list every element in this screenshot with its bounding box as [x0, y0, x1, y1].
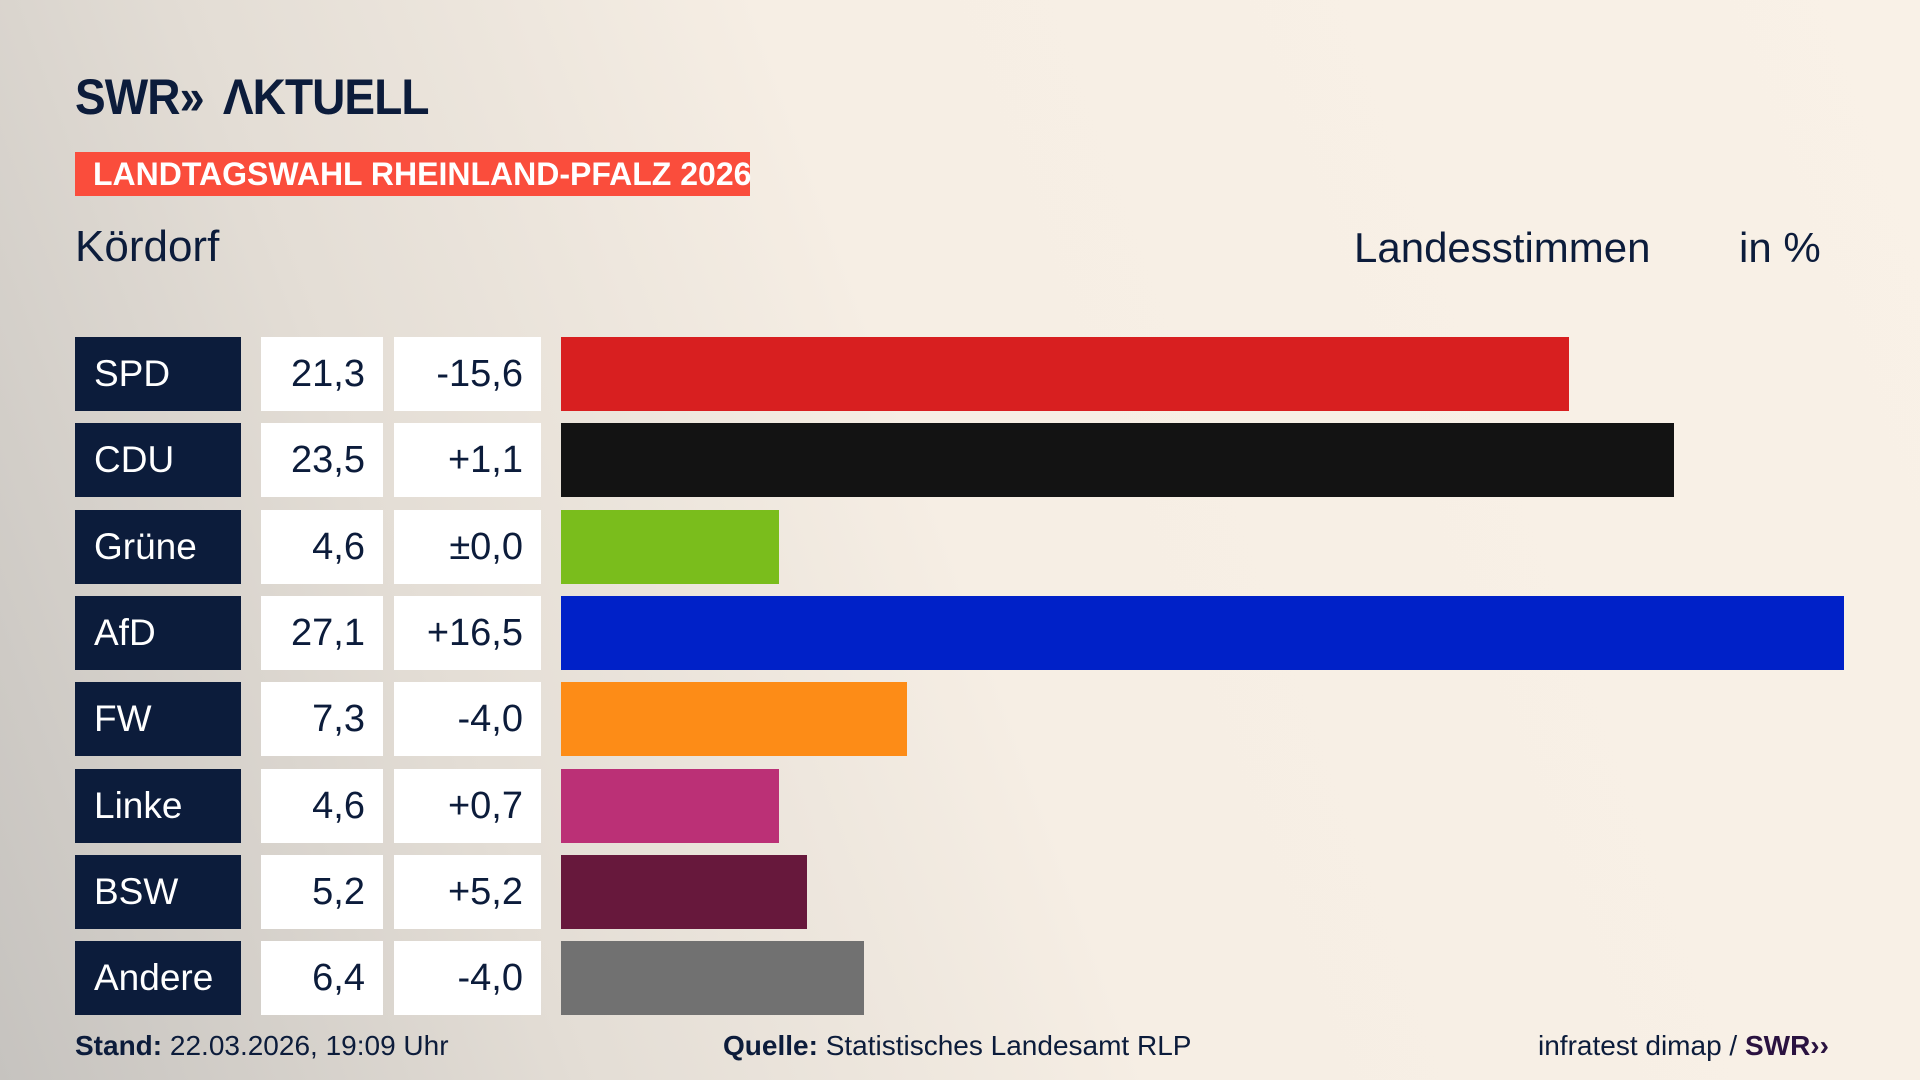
party-label: CDU	[75, 423, 241, 498]
bar-afd	[561, 595, 1844, 670]
party-label: AfD	[75, 595, 241, 670]
value-label: 23,5	[261, 423, 383, 498]
party-label: FW	[75, 682, 241, 757]
unit-label: in %	[1739, 224, 1821, 271]
result-row: FW 7,3 -4,0	[0, 682, 1920, 757]
stand-value: 22.03.2026, 19:09 Uhr	[169, 1030, 449, 1061]
value-label: 4,6	[261, 509, 383, 584]
diff-label: -4,0	[394, 682, 541, 757]
swr-aktuell-logo: SWR›› ΛKTUELL	[75, 69, 429, 125]
diff-label: +1,1	[394, 423, 541, 498]
place-title: Kördorf	[75, 222, 220, 271]
bar-grüne	[561, 509, 779, 584]
result-row: Andere 6,4 -4,0	[0, 941, 1920, 1016]
party-label: Andere	[75, 941, 241, 1016]
election-banner: LANDTAGSWAHL RHEINLAND-PFALZ 2026	[75, 152, 751, 196]
result-row: SPD 21,3 -15,6	[0, 337, 1920, 411]
party-label: Grüne	[75, 509, 241, 584]
bar-fw	[561, 682, 907, 757]
source-value: Statistisches Landesamt RLP	[825, 1030, 1192, 1061]
timestamp: Stand: 22.03.2026, 19:09 Uhr	[75, 1030, 449, 1062]
diff-label: -4,0	[394, 941, 541, 1016]
value-label: 7,3	[261, 682, 383, 757]
credit: infratest dimap / SWR››	[1538, 1030, 1829, 1062]
value-label: 27,1	[261, 595, 383, 670]
swr-logo: SWR››	[1744, 1030, 1829, 1061]
value-label: 4,6	[261, 768, 383, 843]
diff-label: +0,7	[394, 768, 541, 843]
credit-text: infratest dimap /	[1538, 1030, 1738, 1061]
stand-label: Stand:	[75, 1030, 163, 1061]
result-row: AfD 27,1 +16,5	[0, 595, 1920, 670]
value-label: 6,4	[261, 941, 383, 1016]
bar-cdu	[561, 423, 1674, 498]
source: Quelle: Statistisches Landesamt RLP	[723, 1030, 1191, 1062]
result-row: CDU 23,5 +1,1	[0, 423, 1920, 498]
diff-label: +16,5	[394, 595, 541, 670]
bar-bsw	[561, 854, 808, 929]
measure-label: Landesstimmen	[1354, 224, 1651, 271]
source-label: Quelle:	[723, 1030, 818, 1061]
diff-label: -15,6	[394, 337, 541, 411]
bar-andere	[561, 941, 864, 1016]
party-label: SPD	[75, 337, 241, 411]
bar-spd	[561, 337, 1570, 411]
result-row: Grüne 4,6 ±0,0	[0, 509, 1920, 584]
bar-linke	[561, 768, 779, 843]
party-label: Linke	[75, 768, 241, 843]
diff-label: ±0,0	[394, 509, 541, 584]
value-label: 5,2	[261, 854, 383, 929]
result-row: BSW 5,2 +5,2	[0, 854, 1920, 929]
value-label: 21,3	[261, 337, 383, 411]
result-row: Linke 4,6 +0,7	[0, 768, 1920, 843]
party-label: BSW	[75, 854, 241, 929]
diff-label: +5,2	[394, 854, 541, 929]
